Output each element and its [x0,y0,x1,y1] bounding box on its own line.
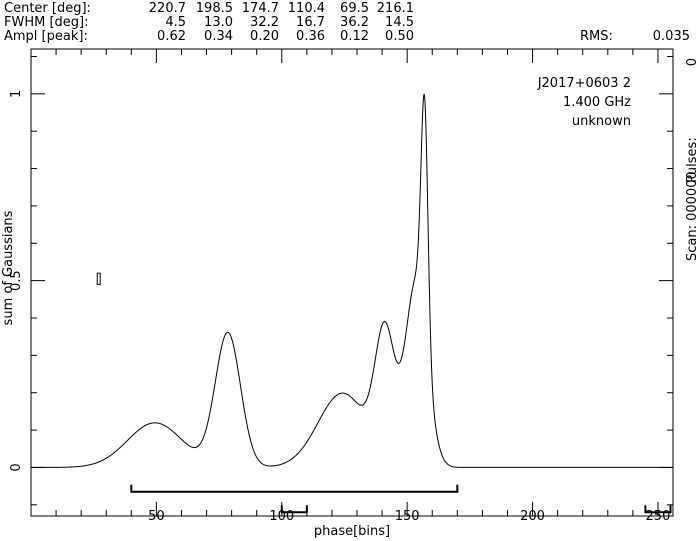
center-value-4: 110.4 [288,1,325,16]
backend-label: unknown [572,114,631,129]
right-zero-label: 0 [685,58,697,66]
x-tick-labels: 50 100 150 200 250 [148,509,670,524]
y-tick-label: 1 [9,90,24,98]
fwhm-label: FWHM [deg]: [4,15,88,30]
rms-value: 0.035 [653,29,690,44]
source-info: J2017+0603 2 1.400 GHz unknown [537,76,631,129]
right-side-labels: 0 Pulses: Scan: 000000 [685,58,697,261]
x-tick-label: 250 [646,509,671,524]
rms-error-box [96,272,101,285]
y-tick-labels: 00.51 [9,90,24,472]
header-table: Center [deg]: FWHM [deg]: Ampl [peak]: 2… [4,1,690,44]
fwhm-value-2: 13.0 [204,15,233,30]
ampl-value-3: 0.20 [250,29,279,44]
fwhm-value-1: 4.5 [165,15,186,30]
source-name: J2017+0603 2 [537,76,631,91]
ampl-value-4: 0.36 [296,29,325,44]
center-value-3: 174.7 [242,1,279,16]
plot-frame [30,48,674,517]
y-tick-label: 0.5 [9,270,24,291]
ampl-value-5: 0.12 [340,29,369,44]
x-axis-label: phase[bins] [314,524,390,539]
ampl-value-6: 0.50 [385,29,414,44]
x-tick-label: 150 [395,509,420,524]
frequency-label: 1.400 GHz [563,95,631,110]
center-value-2: 198.5 [196,1,233,16]
x-tick-label: 50 [148,509,165,524]
error-bar [96,272,101,285]
window-bracket [644,505,672,514]
x-tick-label: 200 [520,509,545,524]
center-label: Center [deg]: [4,1,91,16]
center-value-1: 220.7 [149,1,186,16]
fwhm-value-4: 16.7 [296,15,325,30]
scan-label: Scan: 000000 [685,171,697,261]
ampl-label: Ampl [peak]: [4,29,88,44]
rms-label: RMS: [580,29,613,44]
y-axis-label: sum of Gaussians [1,210,16,325]
ampl-value-1: 0.62 [157,29,186,44]
window-bracket [280,505,308,514]
center-value-6: 216.1 [377,1,414,16]
fwhm-value-5: 36.2 [340,15,369,30]
center-value-5: 69.5 [340,1,369,16]
axis-ticks [31,49,673,516]
fwhm-value-3: 32.2 [250,15,279,30]
ampl-value-2: 0.34 [204,29,233,44]
y-tick-label: 0 [9,463,24,471]
pulses-label: Pulses: [685,137,697,182]
window-bracket [130,484,459,493]
profile-curve [31,93,673,468]
fwhm-value-6: 14.5 [385,15,414,30]
component-brackets [130,484,672,514]
